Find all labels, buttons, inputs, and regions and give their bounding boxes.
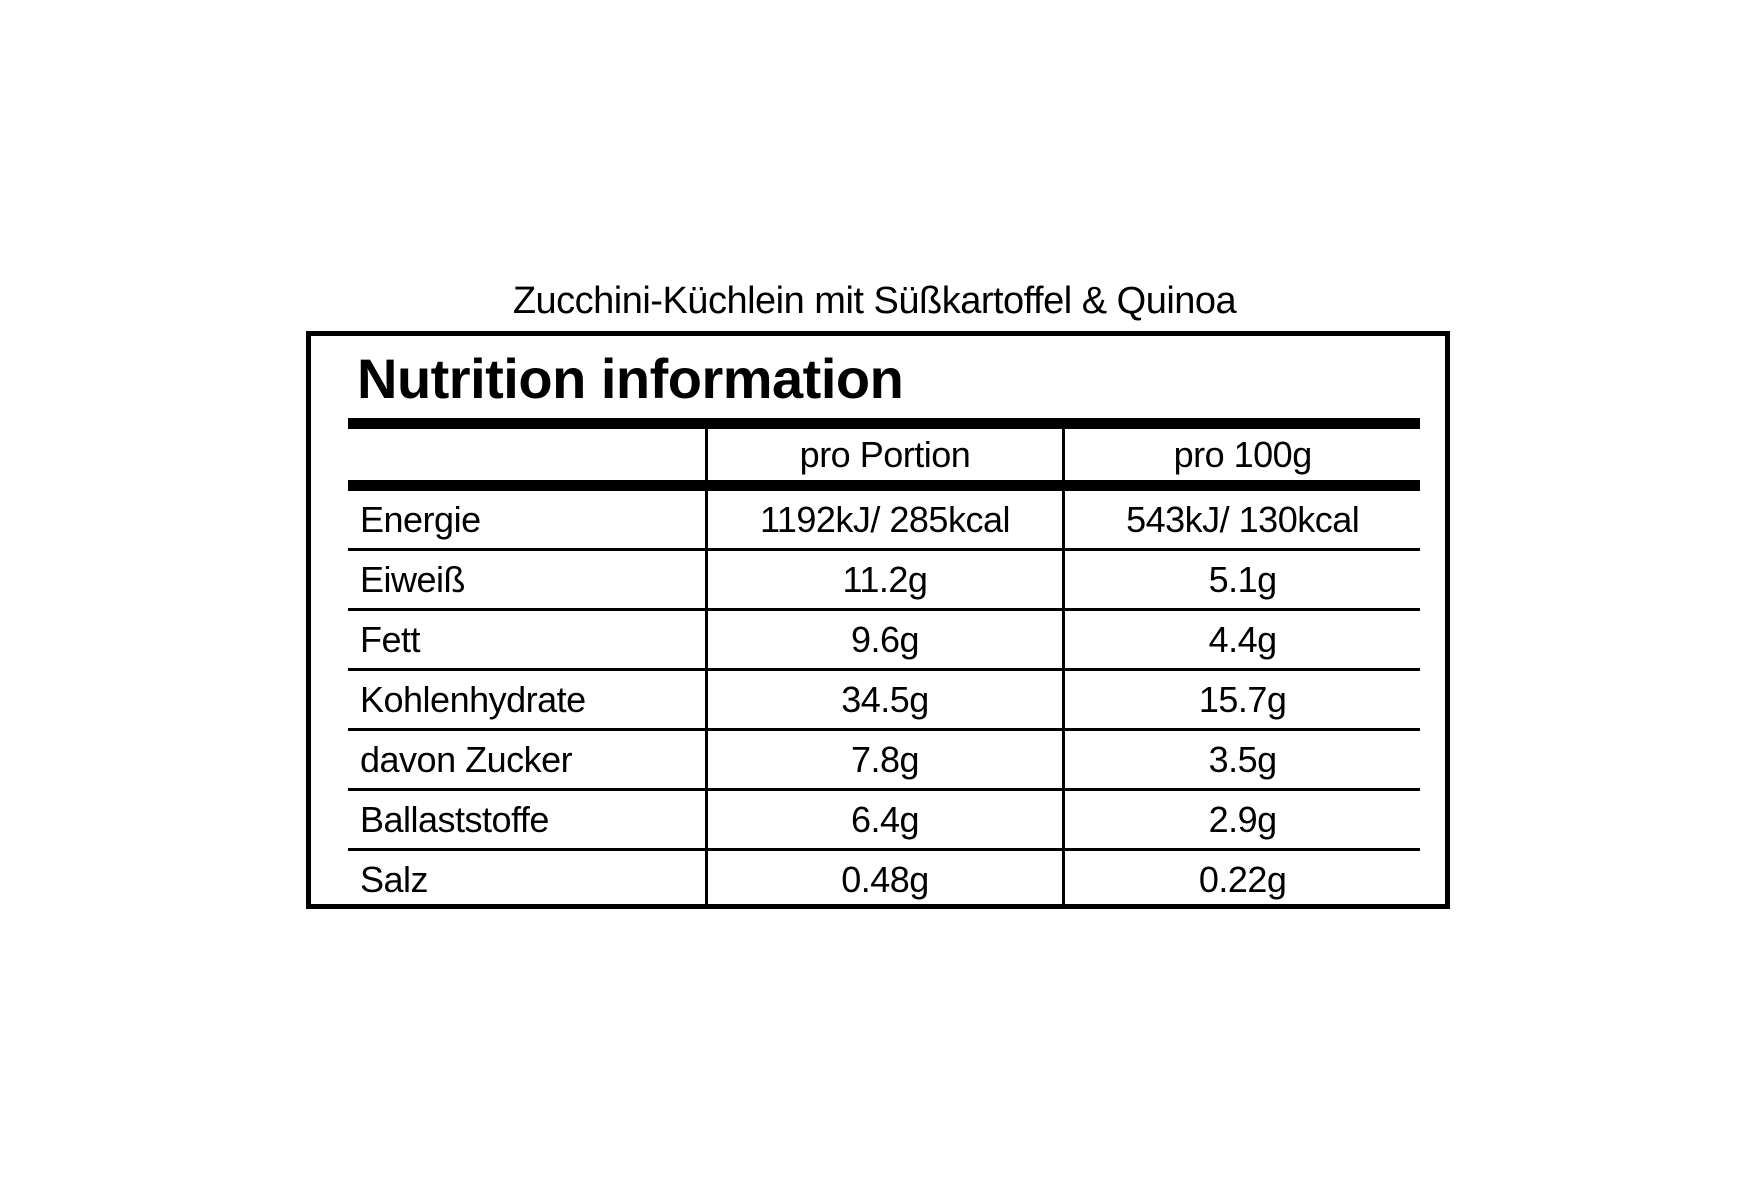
row-pro-100g: 15.7g — [1062, 669, 1420, 731]
row-pro-100g: 2.9g — [1062, 789, 1420, 851]
table-row: Kohlenhydrate 34.5g 15.7g — [348, 669, 1420, 731]
table-row: Energie 1192kJ/ 285kcal 543kJ/ 130kcal — [348, 485, 1420, 551]
row-pro-100g: 543kJ/ 130kcal — [1062, 485, 1420, 551]
row-label: Energie — [348, 485, 707, 551]
table-row: davon Zucker 7.8g 3.5g — [348, 729, 1420, 791]
row-pro-100g: 0.22g — [1062, 849, 1420, 908]
row-label: Ballaststoffe — [348, 789, 707, 851]
recipe-title: Zucchini-Küchlein mit Süßkartoffel & Qui… — [512, 280, 1237, 322]
row-label: Eiweiß — [348, 549, 707, 611]
table-header-row: pro Portion pro 100g — [348, 418, 1420, 491]
nutrition-table: pro Portion pro 100g Energie 1192kJ/ 285k… — [348, 418, 1420, 908]
table-row: Eiweiß 11.2g 5.1g — [348, 549, 1420, 611]
row-label: Kohlenhydrate — [348, 669, 707, 731]
row-pro-portion: 34.5g — [704, 669, 1064, 731]
row-pro-portion: 11.2g — [704, 549, 1064, 611]
header-cell-empty — [348, 418, 707, 491]
row-pro-portion: 6.4g — [704, 789, 1064, 851]
row-label: davon Zucker — [348, 729, 707, 791]
row-pro-portion: 0.48g — [704, 849, 1064, 908]
header-pro-100g: pro 100g — [1062, 418, 1420, 491]
table-row: Ballaststoffe 6.4g 2.9g — [348, 789, 1420, 851]
row-pro-100g: 5.1g — [1062, 549, 1420, 611]
row-label: Fett — [348, 609, 707, 671]
table-row: Fett 9.6g 4.4g — [348, 609, 1420, 671]
row-pro-100g: 3.5g — [1062, 729, 1420, 791]
row-pro-portion: 7.8g — [704, 729, 1064, 791]
row-pro-portion: 9.6g — [704, 609, 1064, 671]
row-pro-portion: 1192kJ/ 285kcal — [704, 485, 1064, 551]
row-pro-100g: 4.4g — [1062, 609, 1420, 671]
header-pro-portion: pro Portion — [704, 418, 1064, 491]
row-label: Salz — [360, 858, 429, 900]
nutrition-heading: Nutrition information — [357, 347, 904, 410]
nutrition-label: Nutrition information pro Portion pro 10… — [306, 331, 1450, 909]
table-row: Salz 0.48g 0.22g — [348, 849, 1420, 908]
